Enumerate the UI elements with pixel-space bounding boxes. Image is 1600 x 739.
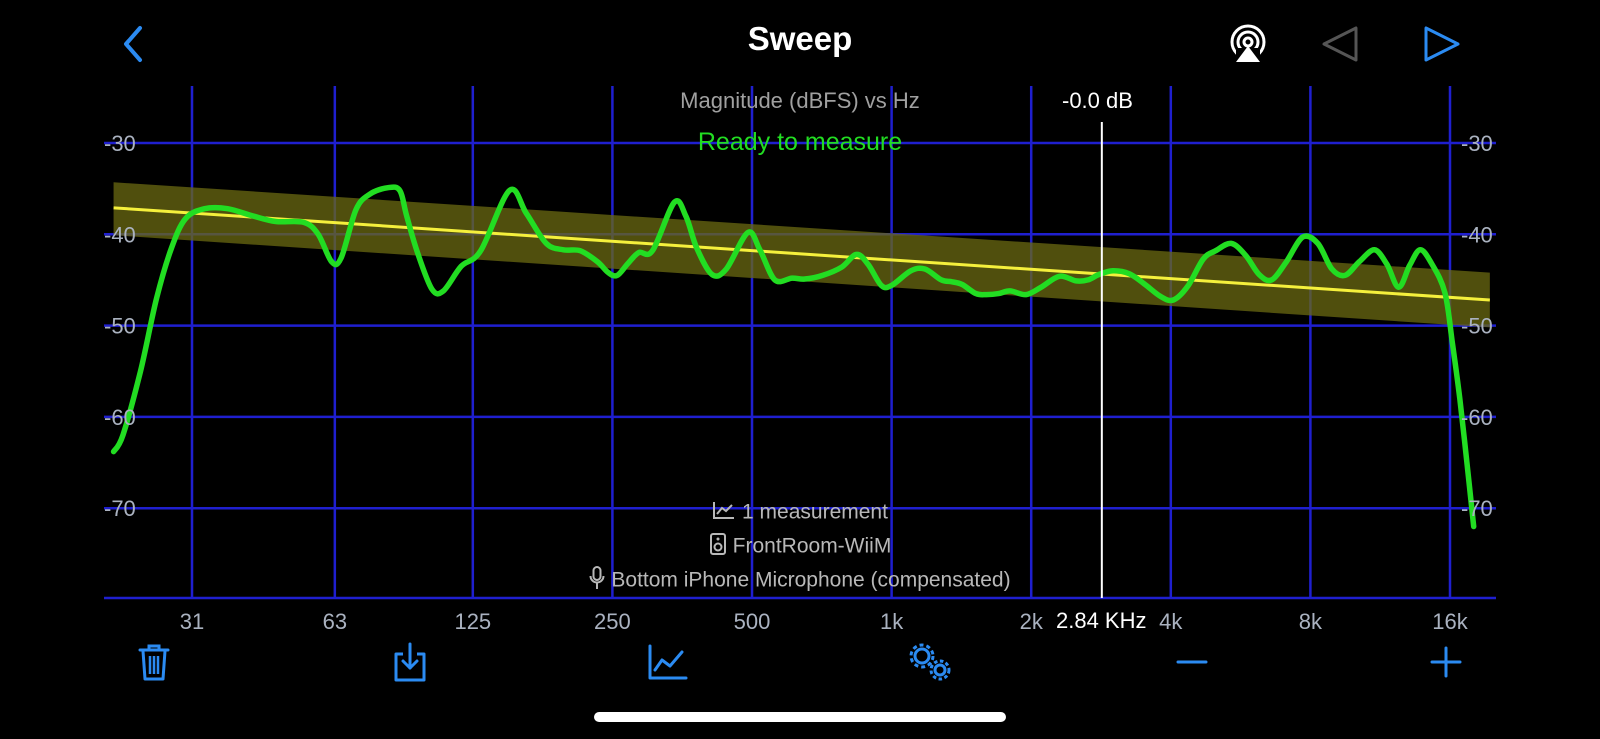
measurement-trace [110, 184, 1477, 530]
chevron-left-icon [124, 26, 142, 62]
triangle-left-icon [1322, 26, 1358, 62]
speaker-icon [709, 533, 727, 561]
x-tick-label: 2k [1020, 609, 1044, 634]
measurement-count[interactable]: 1 measurement [0, 500, 1600, 526]
y-tick-label-right: -60 [1461, 405, 1493, 430]
y-tick-label-right: -30 [1461, 131, 1493, 156]
x-tick-label: 63 [323, 609, 347, 634]
download-icon [394, 642, 426, 682]
export-button[interactable] [388, 640, 432, 684]
cursor-level-label: -0.0 dB [1062, 88, 1133, 113]
measurement-count-label: 1 measurement [742, 500, 888, 524]
x-tick-label: 4k [1159, 609, 1183, 634]
trash-icon [138, 644, 170, 681]
airplay-button[interactable] [1226, 22, 1270, 66]
cursor-frequency-label: 2.84 KHz [1052, 608, 1151, 634]
x-tick-label: 16k [1432, 609, 1468, 634]
x-tick-label: 8k [1299, 609, 1323, 634]
x-tick-label: 31 [180, 609, 204, 634]
minus-icon [1176, 660, 1208, 664]
chart-line-icon [648, 644, 688, 680]
settings-button[interactable] [906, 640, 956, 684]
y-tick-label-right: -70 [1461, 496, 1493, 521]
microphone-icon [589, 566, 605, 596]
previous-button[interactable] [1318, 22, 1362, 66]
y-tick-labels: -30 -30 -40 -40 -50 -50 -60 -60 -70 -70 [104, 131, 1493, 521]
airplay-icon [1230, 24, 1266, 62]
zoom-out-button[interactable] [1170, 640, 1214, 684]
status-text: Ready to measure [697, 128, 903, 156]
y-tick-label-left: -30 [104, 131, 136, 156]
x-tick-label: 500 [734, 609, 771, 634]
back-button[interactable] [118, 22, 148, 66]
y-tick-label-right: -40 [1461, 222, 1493, 247]
chart-small-icon [712, 500, 736, 526]
chart-title: Magnitude (dBFS) vs Hz [680, 88, 920, 113]
grid-vertical [190, 86, 1452, 598]
home-indicator[interactable] [594, 712, 1006, 722]
y-tick-label-left: -70 [104, 496, 136, 521]
target-line [113, 206, 1490, 302]
plus-icon [1430, 646, 1462, 678]
play-button[interactable] [1420, 22, 1464, 66]
graph-button[interactable] [646, 640, 690, 684]
y-tick-label-left: -40 [104, 222, 136, 247]
microphone-name[interactable]: Bottom iPhone Microphone (compensated) [0, 566, 1600, 596]
microphone-name-label: Bottom iPhone Microphone (compensated) [611, 568, 1011, 592]
device-name-label: FrontRoom-WiiM [732, 534, 892, 558]
x-tick-label: 1k [880, 609, 904, 634]
zoom-in-button[interactable] [1424, 640, 1468, 684]
y-tick-label-left: -60 [104, 405, 136, 430]
device-name[interactable]: FrontRoom-WiiM [0, 533, 1600, 561]
triangle-right-icon [1424, 26, 1460, 62]
x-tick-labels: 31 63 125 250 500 1k 2k 4k 8k 16k [180, 609, 1469, 634]
x-tick-label: 125 [454, 609, 491, 634]
page-title: Sweep [747, 20, 853, 57]
y-tick-label-left: -50 [104, 314, 136, 339]
y-tick-label-right: -50 [1461, 314, 1493, 339]
x-tick-label: 250 [594, 609, 631, 634]
series-group [110, 184, 1490, 530]
delete-button[interactable] [132, 640, 176, 684]
gears-icon [909, 643, 951, 681]
